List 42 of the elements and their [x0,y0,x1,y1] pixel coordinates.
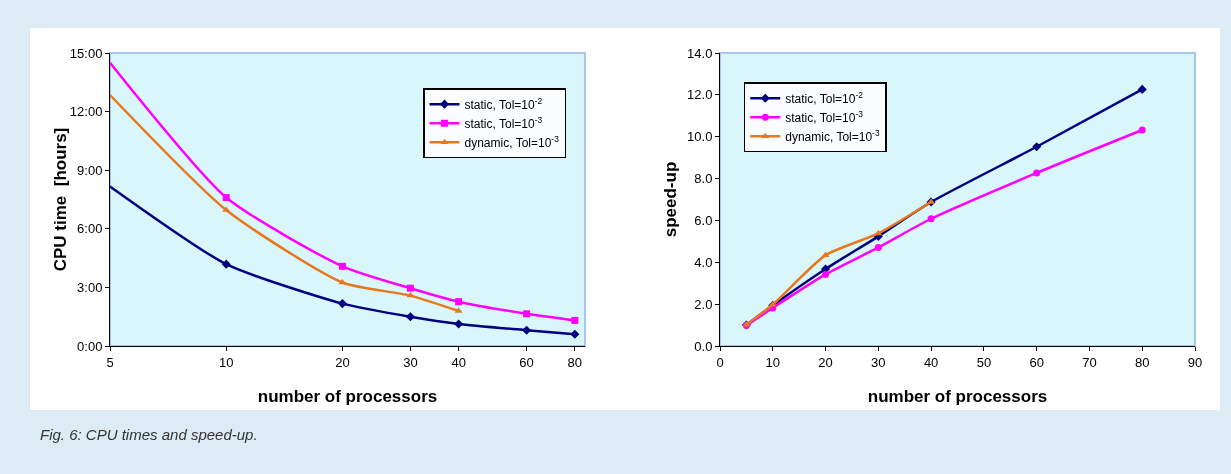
y-tick-label: 8.0 [694,171,713,187]
x-tick-label: 50 [976,354,992,370]
y-tick-label: 2.0 [694,296,713,312]
y-axis-title: speed-up [661,161,680,238]
x-tick-label: 80 [1134,354,1150,370]
legend-label: static, Tol=10$^{-2}$ [464,95,543,112]
x-tick-label: 60 [519,354,534,370]
x-axis-title: number of processors [867,387,1048,406]
x-tick-label: 30 [403,354,418,370]
y-tick-label: 12:00 [69,104,103,120]
x-tick-label: 70 [1082,354,1097,370]
y-tick-label: 10.0 [687,129,713,145]
y-tick-label: 0.0 [694,338,713,354]
y-tick-label: 4.0 [694,254,713,270]
x-tick-label: 40 [923,354,939,370]
legend-label: static, Tol=10$^{-3}$ [785,108,864,125]
x-tick-label: 40 [451,354,466,370]
legend-label: dynamic, Tol=10$^{-3}$ [785,127,880,144]
x-tick-label: 5 [106,354,114,370]
x-tick-label: 60 [1029,354,1044,370]
y-tick-label: 0:00 [77,338,103,354]
caption: Fig. 6: CPU times and speed-up. [40,426,258,443]
y-tick-label: 14.0 [687,45,713,61]
y-tick-label: 12.0 [687,87,713,103]
y-axis-title: CPU time [hours] [51,127,70,272]
x-axis-title: number of processors [257,387,438,406]
y-tick-label: 6.0 [694,212,713,228]
x-tick-label: 20 [335,354,350,370]
x-tick-label: 30 [871,354,886,370]
legend-label: static, Tol=10$^{-2}$ [785,89,864,106]
legend-label: dynamic, Tol=10$^{-3}$ [464,133,560,150]
x-tick-label: 90 [1187,354,1203,370]
y-tick-label: 15:00 [69,45,103,61]
y-tick-label: 9:00 [77,162,103,178]
x-tick-label: 0 [716,354,724,370]
y-tick-label: 3:00 [77,279,103,295]
x-tick-label: 10 [765,354,781,370]
x-tick-label: 80 [567,354,583,370]
x-tick-label: 20 [818,354,833,370]
y-tick-label: 6:00 [77,221,103,237]
x-tick-label: 10 [218,354,234,370]
legend-label: static, Tol=10$^{-3}$ [464,114,543,131]
